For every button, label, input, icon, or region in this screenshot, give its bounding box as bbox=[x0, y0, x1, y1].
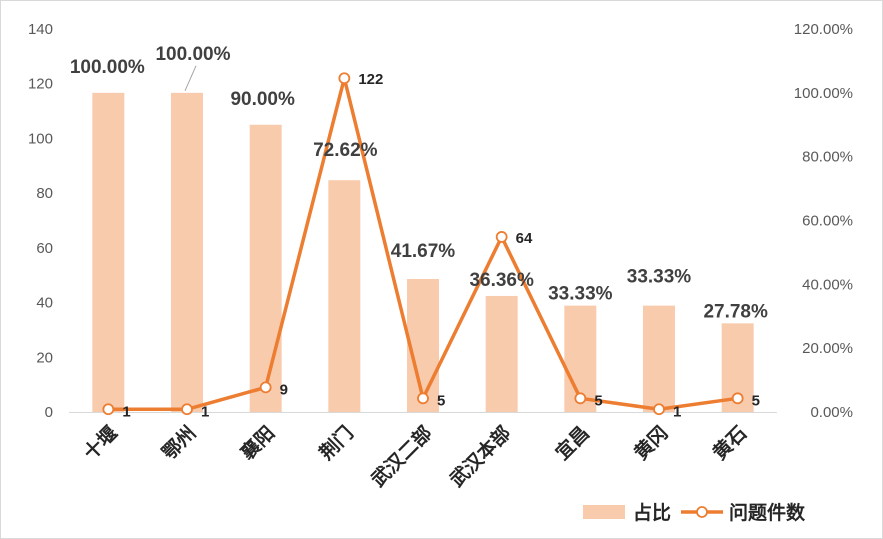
line-data-label: 122 bbox=[358, 71, 383, 88]
line-point bbox=[181, 403, 193, 416]
bar bbox=[407, 279, 439, 412]
line-data-label: 9 bbox=[280, 381, 288, 398]
line-point bbox=[417, 392, 429, 405]
category-label: 鄂州 bbox=[158, 422, 200, 464]
category-labels: 十堰 鄂州 襄阳 荆门 武汉二部 武汉本部 宜昌 黄冈 黄石 bbox=[79, 421, 751, 491]
bar bbox=[171, 92, 203, 412]
right-axis-ticks: 0.00% 20.00% 40.00% 60.00% 80.00% 100.00% 120.… bbox=[794, 21, 853, 421]
right-tick-label: 100.00% bbox=[794, 85, 853, 102]
bar bbox=[328, 180, 361, 412]
category-label: 荆门 bbox=[315, 421, 358, 464]
category-label: 襄阳 bbox=[235, 421, 279, 465]
line-point bbox=[653, 403, 665, 416]
line-data-label: 1 bbox=[201, 403, 209, 420]
bar-data-label: 36.36% bbox=[469, 270, 534, 291]
line-point bbox=[338, 72, 351, 85]
bar bbox=[485, 295, 518, 412]
bar-data-label: 100.00% bbox=[155, 44, 230, 65]
bar-data-label: 27.78% bbox=[703, 301, 768, 322]
left-tick-label: 40 bbox=[36, 295, 53, 312]
left-tick-label: 100 bbox=[28, 130, 53, 147]
right-tick-label: 60.00% bbox=[802, 213, 853, 230]
legend-line-marker bbox=[696, 506, 708, 518]
line-data-label: 5 bbox=[594, 392, 602, 409]
left-tick-label: 80 bbox=[36, 185, 53, 202]
left-tick-label: 20 bbox=[36, 349, 53, 366]
line-data-label: 64 bbox=[516, 230, 533, 247]
bar bbox=[249, 124, 282, 412]
bar-data-label: 41.67% bbox=[391, 241, 456, 262]
bar-data-label: 72.62% bbox=[313, 140, 378, 161]
bar-data-label: 33.33% bbox=[548, 284, 613, 305]
bar-data-label: 90.00% bbox=[230, 89, 295, 110]
category-label: 武汉二部 bbox=[367, 421, 437, 491]
line-point bbox=[731, 392, 744, 405]
right-tick-label: 0.00% bbox=[810, 404, 853, 421]
line-point bbox=[102, 403, 115, 416]
category-label: 黄石 bbox=[708, 421, 751, 464]
line-data-label: 1 bbox=[122, 403, 130, 420]
line-data-label: 5 bbox=[437, 392, 445, 409]
bar-data-labels: 100.00% 100.00% 90.00% 72.62% 41.67% 36.36% 33… bbox=[70, 44, 768, 323]
line-data-label: 1 bbox=[673, 403, 681, 420]
legend-bar-label: 占比 bbox=[633, 501, 671, 524]
legend-line-label: 问题件数 bbox=[729, 501, 806, 524]
left-tick-label: 0 bbox=[45, 404, 53, 421]
category-label: 武汉本部 bbox=[445, 421, 515, 491]
right-tick-label: 20.00% bbox=[802, 340, 853, 357]
legend: 占比 问题件数 bbox=[583, 501, 806, 524]
bar bbox=[92, 92, 125, 412]
category-label: 宜昌 bbox=[551, 421, 594, 464]
right-tick-label: 40.00% bbox=[802, 276, 853, 293]
left-tick-label: 140 bbox=[28, 21, 53, 38]
left-tick-label: 60 bbox=[36, 240, 53, 257]
legend-bar-swatch bbox=[583, 505, 625, 519]
bar-data-label: 100.00% bbox=[70, 57, 145, 78]
left-tick-label: 120 bbox=[28, 76, 53, 93]
label-leader-line bbox=[184, 65, 197, 92]
line-data-labels: 1 1 9 122 5 64 5 1 5 bbox=[122, 71, 760, 420]
line-data-label: 5 bbox=[752, 392, 760, 409]
line-series bbox=[102, 72, 744, 416]
line-point bbox=[495, 231, 508, 243]
category-label: 十堰 bbox=[79, 421, 122, 464]
right-tick-label: 120.00% bbox=[794, 21, 853, 38]
category-label: 黄冈 bbox=[629, 421, 672, 464]
left-axis-ticks: 0 20 40 60 80 100 120 140 bbox=[28, 21, 53, 421]
bar-series bbox=[92, 92, 754, 412]
bar-data-label: 33.33% bbox=[627, 267, 692, 288]
line-point bbox=[574, 392, 587, 405]
line-point bbox=[259, 381, 272, 394]
bar bbox=[643, 305, 675, 412]
right-tick-label: 80.00% bbox=[802, 149, 853, 166]
